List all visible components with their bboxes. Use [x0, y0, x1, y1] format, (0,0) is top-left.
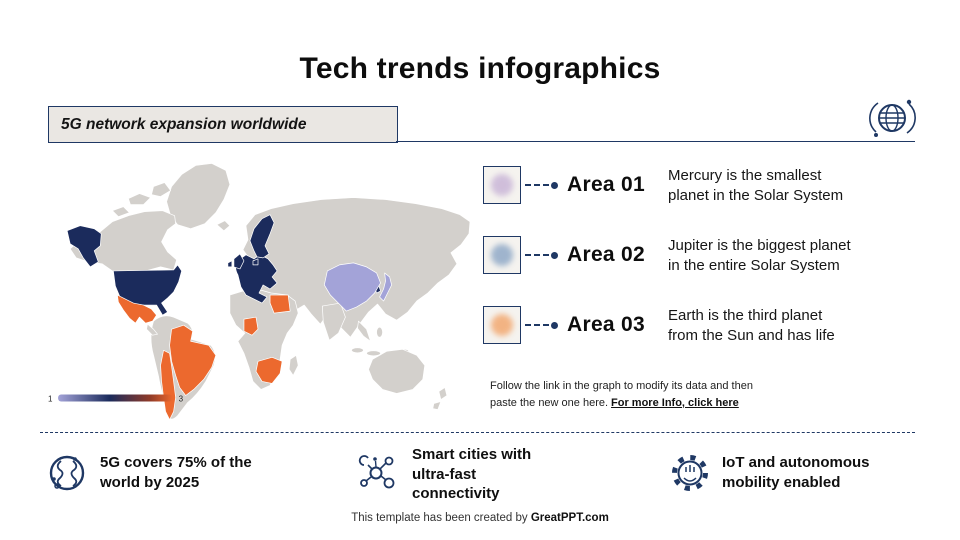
- area-01-chip: [483, 166, 521, 204]
- legend-row-area-01: Area 01: [483, 164, 645, 206]
- stat-label-iot-mobility: IoT and autonomous mobility enabled: [722, 454, 870, 491]
- header-divider-line: [396, 141, 915, 143]
- area-01-label: Area 01: [567, 173, 645, 196]
- map-region-arctic-islands: [111, 182, 171, 218]
- area-02-bullet: [551, 251, 558, 259]
- area-01-description: Mercury is the smallest planet in the So…: [668, 167, 844, 204]
- map-region-chile: [160, 349, 176, 420]
- legend-row-area-03: Area 03: [483, 304, 645, 346]
- globe-network-icon: [44, 450, 90, 496]
- footnote-text: Follow the link in the graph to modify i…: [490, 380, 753, 409]
- page-title: Tech trends infographics: [299, 52, 661, 85]
- area-03-connector: [525, 324, 549, 326]
- map-region-greenland: [166, 163, 231, 230]
- footnote-link[interactable]: For more Info, click here: [611, 396, 739, 409]
- area-03-dot: [491, 314, 513, 336]
- map-region-nigeria: [243, 316, 259, 336]
- area-02-dot: [491, 244, 513, 266]
- dashed-divider: [40, 432, 915, 433]
- stat-label-5g-coverage: 5G covers 75% of the world by 2025: [100, 454, 252, 491]
- area-03-description: Earth is the third planet from the Sun a…: [668, 307, 835, 344]
- map-region-australia: [368, 348, 426, 394]
- map-region-scandinavia: [249, 214, 275, 259]
- map-region-alaska: [66, 225, 102, 268]
- map-region-se-asia: [357, 320, 371, 342]
- map-region-central-america: [146, 323, 158, 336]
- map-region-ireland: [227, 260, 233, 268]
- map-color-scale: [58, 394, 173, 402]
- gear-circuit-icon: [667, 450, 713, 496]
- map-region-uk: [233, 253, 245, 270]
- area-02-description: Jupiter is the biggest planet in the ent…: [668, 237, 851, 274]
- world-map-chart: 1 3: [48, 163, 471, 420]
- footer-brand: GreatPPT.com: [530, 512, 609, 524]
- map-region-brazil: [169, 324, 217, 396]
- map-region-denmark: [252, 258, 259, 266]
- area-01-dot: [491, 174, 513, 196]
- area-03-bullet: [551, 321, 558, 329]
- map-region-india: [321, 302, 346, 341]
- area-03-chip: [483, 306, 521, 344]
- map-scale-min: 1: [48, 395, 53, 404]
- area-03-label: Area 03: [567, 313, 645, 336]
- map-region-madagascar: [288, 354, 299, 376]
- footer-credit: This template has been created by GreatP…: [0, 512, 960, 524]
- map-region-china: [323, 262, 381, 312]
- area-02-connector: [525, 254, 549, 256]
- area-01-bullet: [551, 181, 558, 189]
- footnote: Follow the link in the graph to modify i…: [490, 378, 830, 411]
- subtitle-box: 5G network expansion worldwide: [48, 106, 398, 143]
- area-01-connector: [525, 184, 549, 186]
- stat-label-smart-cities: Smart cities with ultra-fast connectivit…: [412, 446, 532, 502]
- map-region-mexico: [117, 294, 157, 324]
- map-region-new-zealand: [432, 387, 448, 410]
- area-02-chip: [483, 236, 521, 274]
- globe-orbit-icon: [866, 94, 918, 142]
- map-region-iceland: [216, 220, 231, 232]
- connected-nodes-icon: [355, 450, 401, 496]
- subtitle-text: 5G network expansion worldwide: [61, 115, 307, 133]
- footer-text: This template has been created by: [351, 512, 528, 524]
- map-region-egypt: [269, 294, 291, 314]
- legend-row-area-02: Area 02: [483, 234, 645, 276]
- map-region-south-africa: [255, 356, 283, 384]
- map-region-japan: [379, 272, 392, 302]
- area-02-label: Area 02: [567, 243, 645, 266]
- map-scale-max: 3: [179, 395, 184, 404]
